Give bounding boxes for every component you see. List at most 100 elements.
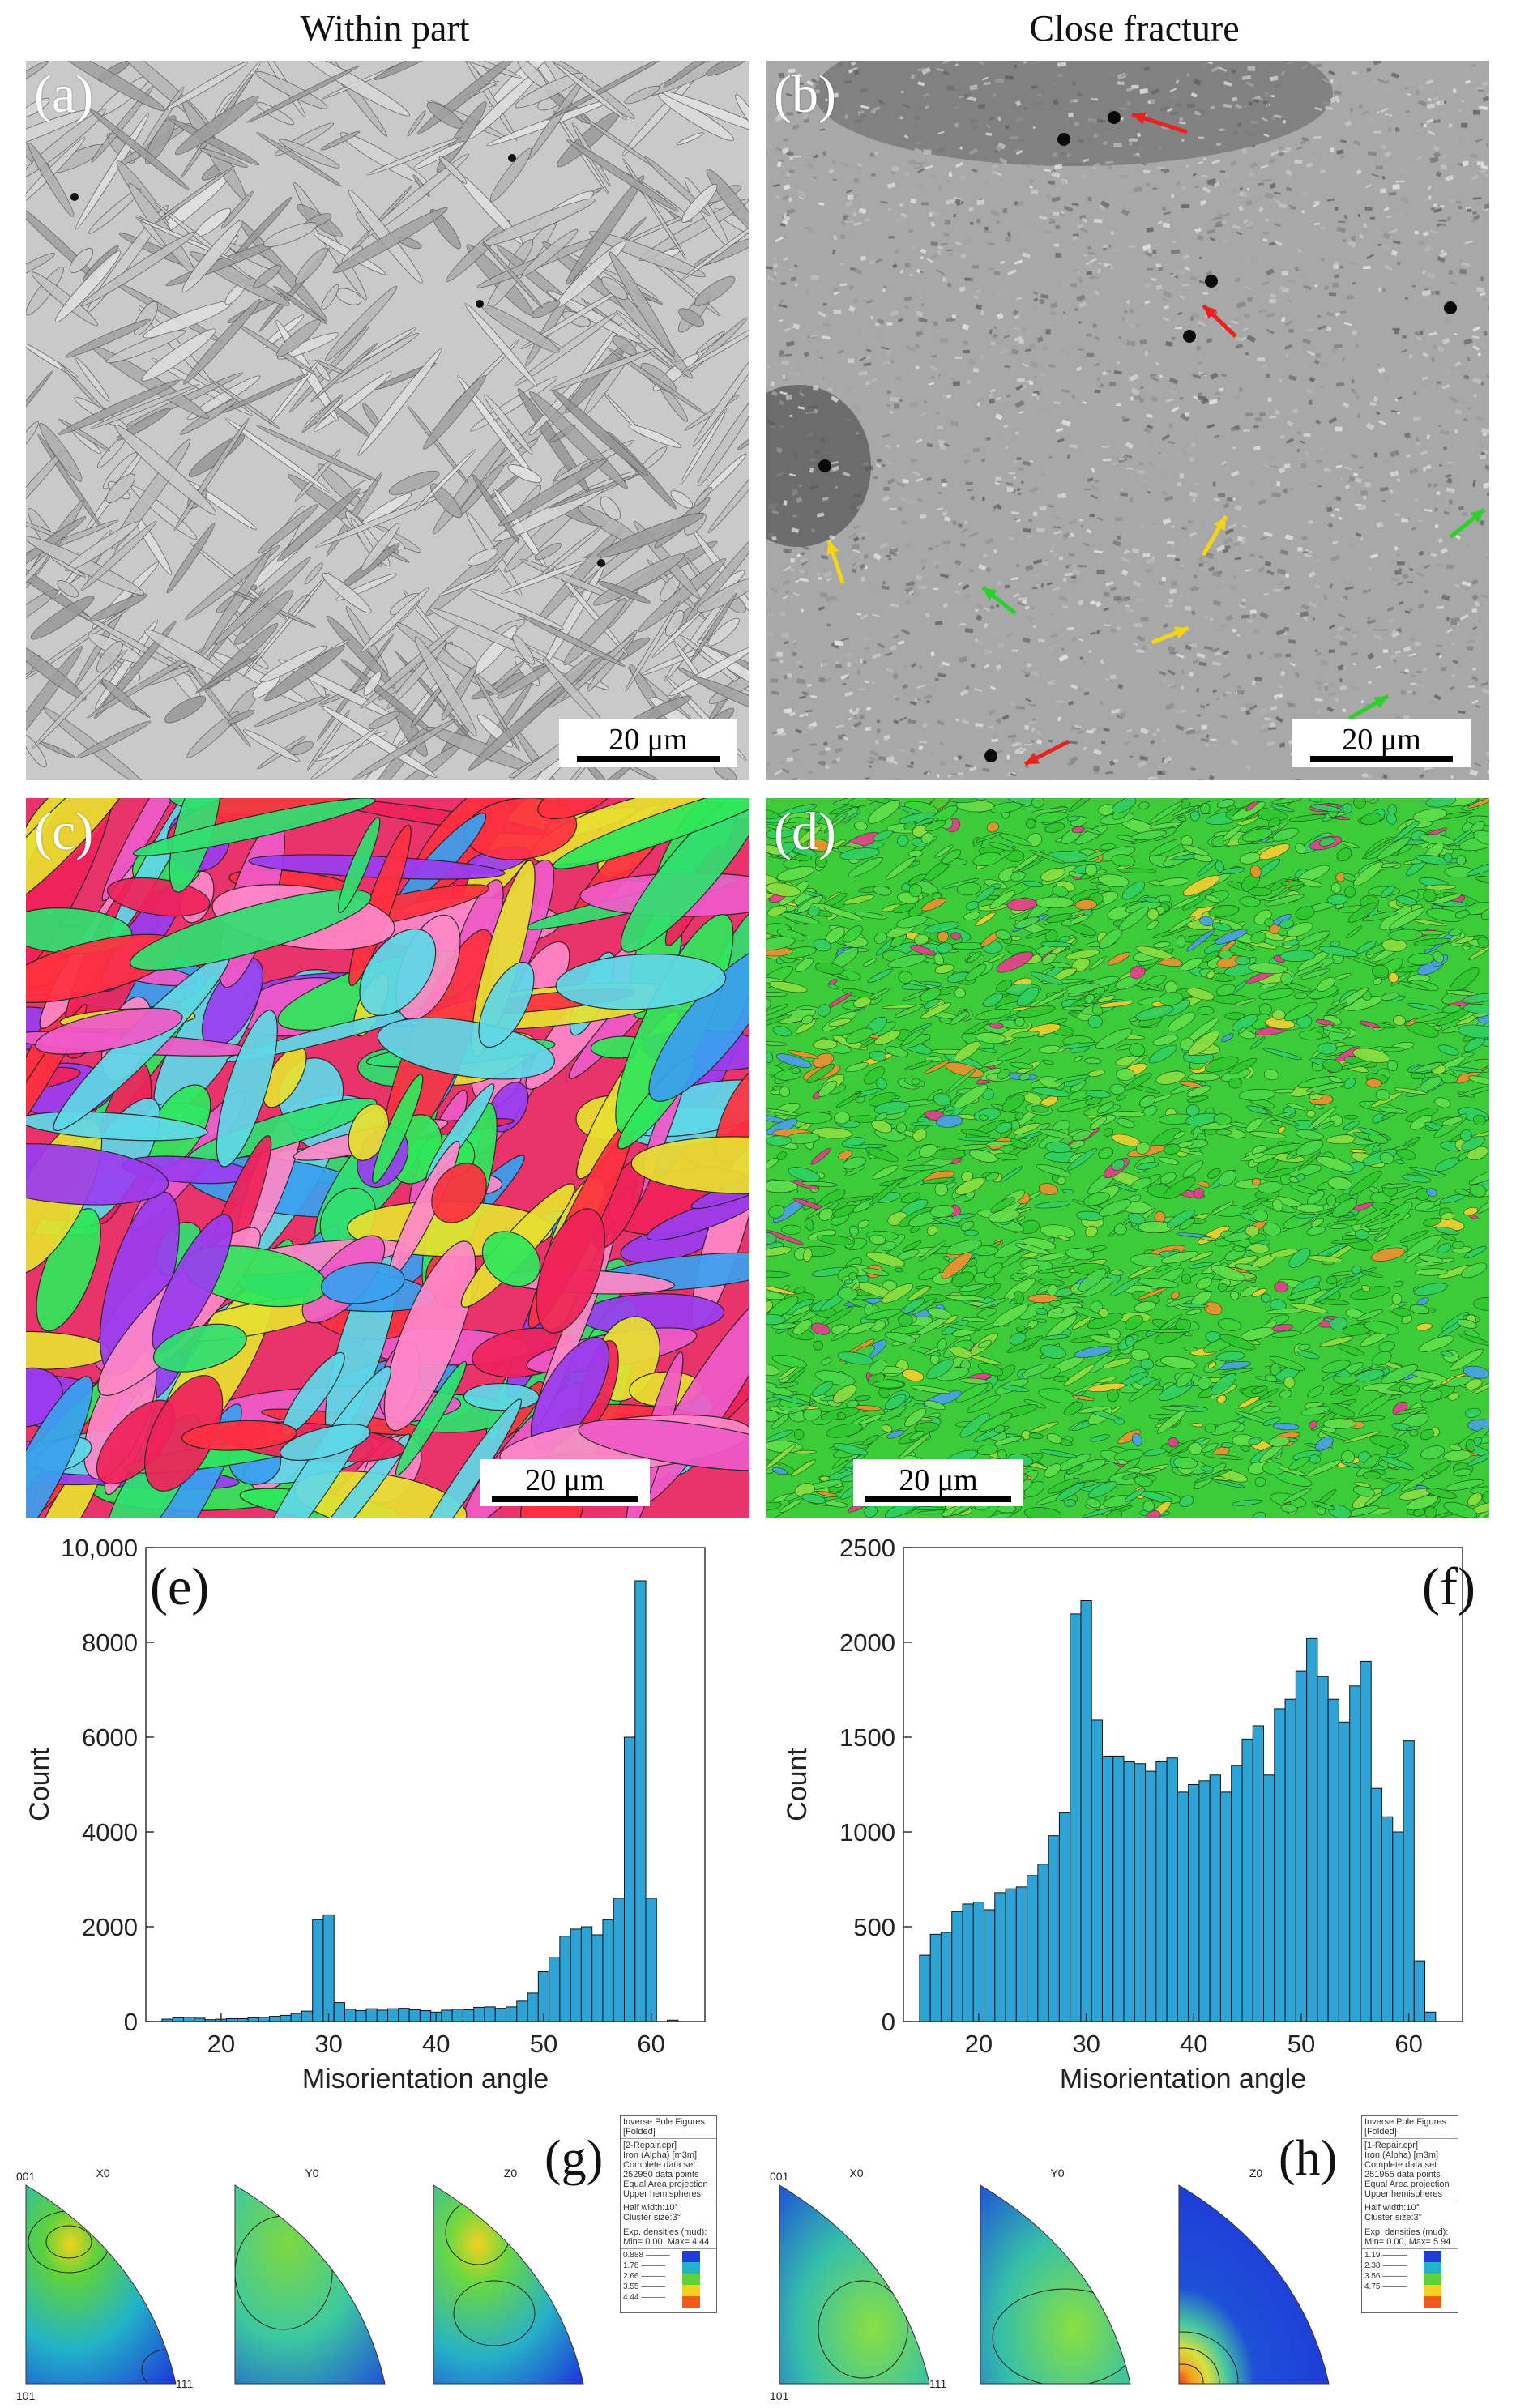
fine-grain — [1009, 472, 1015, 474]
ebsd-grain — [463, 1383, 539, 1411]
fine-grain — [781, 633, 789, 638]
fine-grain — [896, 314, 903, 319]
fine-grain — [1244, 314, 1250, 317]
fine-grain — [1137, 470, 1145, 474]
fine-grain — [845, 220, 854, 222]
fine-grain — [1117, 536, 1121, 540]
fine-grain — [1175, 327, 1182, 330]
fine-grain — [818, 758, 823, 762]
fine-grain — [873, 476, 878, 479]
fine-grain — [1056, 225, 1061, 229]
fine-grain — [1374, 452, 1378, 457]
fine-grain — [998, 779, 1002, 780]
fine-grain — [1162, 207, 1166, 211]
fine-grain — [783, 375, 785, 379]
fine-grain — [1248, 66, 1256, 71]
fine-grain — [1439, 464, 1442, 467]
fine-grain — [1129, 139, 1138, 142]
fine-grain — [1094, 219, 1103, 224]
fine-grain — [1042, 347, 1048, 351]
fine-grain — [1363, 496, 1365, 500]
fine-grain — [1458, 228, 1463, 233]
fine-grain — [1005, 584, 1010, 588]
fine-grain — [1097, 269, 1101, 274]
fine-grain — [1330, 147, 1335, 152]
fine-grain — [1462, 512, 1467, 516]
column-title-left: Within part — [20, 6, 749, 49]
ebsd-grain — [1249, 887, 1272, 896]
fine-grain — [1158, 581, 1164, 586]
fine-grain — [1420, 123, 1424, 126]
fine-grain — [1298, 275, 1305, 277]
fine-grain — [1468, 685, 1475, 688]
ebsd-grain — [1114, 1224, 1126, 1236]
fine-grain — [891, 166, 899, 171]
fine-grain — [810, 275, 819, 280]
ebsd-texture-d — [766, 798, 1489, 1518]
fine-grain — [1025, 766, 1028, 768]
fine-grain — [1192, 442, 1196, 447]
ebsd-map-close-fracture: (d) 20 μm — [766, 798, 1489, 1518]
fine-grain — [1032, 394, 1037, 396]
scale-text-c: 20 μm — [480, 1462, 650, 1498]
fine-grain — [1483, 433, 1487, 436]
fine-grain — [1031, 190, 1038, 194]
fine-grain — [1117, 81, 1125, 85]
fine-grain — [1198, 137, 1204, 139]
fine-grain — [863, 463, 869, 466]
fine-grain — [1120, 772, 1123, 775]
fine-grain — [1185, 606, 1191, 611]
fine-grain — [1093, 323, 1097, 327]
fine-grain — [1168, 599, 1173, 603]
fine-grain — [1173, 241, 1177, 243]
fine-grain — [1366, 68, 1371, 72]
fine-grain — [809, 744, 817, 746]
fine-grain — [1068, 113, 1074, 117]
fine-grain — [1053, 244, 1059, 247]
fine-grain — [1334, 274, 1339, 278]
fine-grain — [1286, 353, 1289, 357]
fine-grain — [1130, 397, 1133, 401]
fine-grain — [791, 569, 794, 571]
fine-grain — [940, 742, 943, 745]
panel-label-c: (c) — [34, 801, 93, 863]
fine-grain — [966, 482, 973, 485]
fine-grain — [1083, 254, 1087, 257]
fine-grain — [1436, 644, 1442, 647]
fine-grain — [767, 114, 769, 117]
fine-grain — [1139, 339, 1147, 344]
fine-grain — [1129, 376, 1134, 380]
fine-grain — [926, 700, 929, 703]
fine-grain — [789, 169, 795, 173]
fine-grain — [1288, 280, 1296, 283]
fine-grain — [1300, 192, 1308, 195]
fine-grain — [1040, 506, 1047, 510]
fine-grain — [1006, 487, 1014, 493]
fine-grain — [969, 673, 973, 676]
fine-grain — [911, 762, 914, 765]
fine-grain — [920, 514, 926, 519]
fine-grain — [781, 282, 787, 284]
fine-grain — [1124, 310, 1127, 314]
fine-grain — [1033, 511, 1037, 516]
fine-grain — [1014, 750, 1023, 754]
fine-grain — [796, 758, 800, 760]
fine-grain — [1328, 682, 1335, 687]
fine-grain — [1048, 505, 1053, 507]
ebsd-grain — [1363, 1471, 1381, 1479]
fine-grain — [1377, 244, 1382, 246]
fine-grain — [857, 689, 865, 690]
fine-grain — [1121, 318, 1126, 321]
fine-grain — [1259, 412, 1266, 416]
fine-grain — [833, 288, 839, 292]
fine-grain — [937, 186, 942, 190]
fine-grain — [890, 397, 899, 402]
fine-grain — [1350, 108, 1352, 113]
fine-grain — [1485, 776, 1488, 778]
fine-grain — [1315, 649, 1318, 652]
fine-grain — [856, 708, 860, 711]
fine-grain — [845, 114, 848, 119]
fine-grain — [1253, 446, 1260, 450]
fine-grain — [1115, 517, 1123, 521]
ebsd-grain — [1198, 1006, 1214, 1014]
